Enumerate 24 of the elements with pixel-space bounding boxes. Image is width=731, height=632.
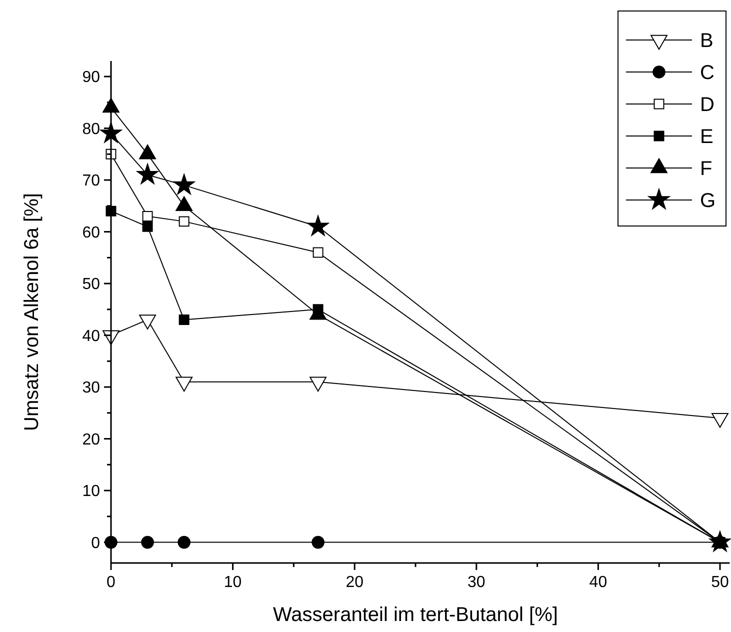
legend-label: G bbox=[700, 190, 716, 212]
x-tick-label: 20 bbox=[346, 574, 364, 591]
y-tick-label: 0 bbox=[91, 534, 100, 552]
y-tick-label: 70 bbox=[82, 172, 100, 190]
y-tick-label: 30 bbox=[82, 380, 100, 397]
x-tick-label: 0 bbox=[106, 574, 116, 591]
y-tick-label: 80 bbox=[82, 120, 100, 138]
x-tick-label: 50 bbox=[711, 574, 729, 591]
y-tick-label: 60 bbox=[82, 224, 100, 242]
legend-label: F bbox=[700, 158, 712, 180]
x-tick-label: 30 bbox=[468, 574, 486, 591]
x-axis-title: Wasseranteil im tert-Butanol [%] bbox=[273, 604, 558, 626]
x-tick-label: 10 bbox=[224, 574, 242, 591]
legend-label: C bbox=[700, 62, 714, 84]
legend-label: D bbox=[700, 94, 714, 116]
y-tick-label: 50 bbox=[82, 276, 100, 294]
y-tick-label: 10 bbox=[82, 483, 100, 500]
y-tick-label: 90 bbox=[82, 69, 100, 86]
y-axis-title: Umsatz von Alkenol 6a [%] bbox=[21, 193, 43, 431]
y-tick-label: 20 bbox=[82, 431, 100, 448]
legend-label: B bbox=[700, 30, 714, 52]
legend-label: E bbox=[700, 126, 714, 148]
y-tick-label: 40 bbox=[82, 328, 100, 345]
x-tick-label: 40 bbox=[589, 574, 608, 591]
